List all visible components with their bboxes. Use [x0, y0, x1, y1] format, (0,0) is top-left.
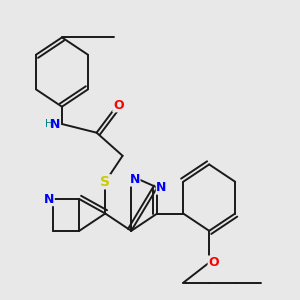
Text: N: N [44, 193, 54, 206]
Text: S: S [100, 175, 110, 189]
Text: N: N [156, 181, 167, 194]
Text: N: N [50, 118, 61, 130]
Text: H: H [44, 119, 52, 129]
Text: N: N [130, 173, 140, 186]
Text: O: O [208, 256, 219, 269]
Text: O: O [113, 99, 124, 112]
